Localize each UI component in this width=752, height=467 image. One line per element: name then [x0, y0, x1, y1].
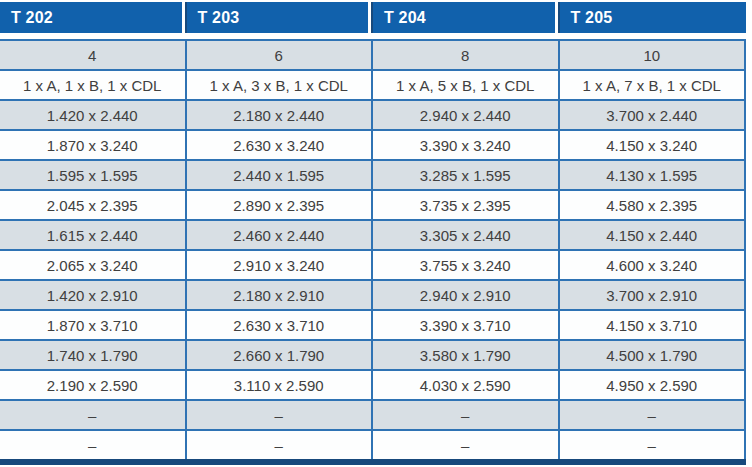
table-cell: 1.740 x 1.790 — [0, 341, 187, 369]
size-table: T 202 T 203 T 204 T 205 468101 x A, 1 x … — [0, 2, 746, 465]
table-row-size: 1.595 x 1.5952.440 x 1.5953.285 x 1.5954… — [0, 159, 746, 189]
table-cell: 4.580 x 2.395 — [560, 191, 747, 219]
header-column: T 202 — [0, 2, 187, 33]
table-cell: 2.890 x 2.395 — [187, 191, 374, 219]
table-cell: 2.630 x 3.240 — [187, 131, 374, 159]
table-cell: 2.460 x 2.440 — [187, 221, 374, 249]
table-row-size: 2.190 x 2.5903.110 x 2.5904.030 x 2.5904… — [0, 369, 746, 399]
table-header-row: T 202 T 203 T 204 T 205 — [0, 2, 746, 33]
table-cell: 10 — [560, 41, 747, 69]
table-cell: 4 — [0, 41, 187, 69]
table-cell: 2.940 x 2.910 — [373, 281, 560, 309]
table-cell: 3.390 x 3.240 — [373, 131, 560, 159]
table-cell: 2.910 x 3.240 — [187, 251, 374, 279]
table-cell: – — [560, 401, 747, 429]
table-cell: – — [560, 431, 747, 459]
table-row-size: 2.045 x 2.3952.890 x 2.3953.735 x 2.3954… — [0, 189, 746, 219]
page: T 202 T 203 T 204 T 205 468101 x A, 1 x … — [0, 0, 752, 467]
table-cell: 1.870 x 3.240 — [0, 131, 187, 159]
table-row-size: 1.615 x 2.4402.460 x 2.4403.305 x 2.4404… — [0, 219, 746, 249]
table-cell: 6 — [187, 41, 374, 69]
table-cell: 3.700 x 2.440 — [560, 101, 747, 129]
table-cell: 3.580 x 1.790 — [373, 341, 560, 369]
column-header-t204: T 204 — [373, 2, 555, 33]
table-row-size: 1.870 x 3.2402.630 x 3.2403.390 x 3.2404… — [0, 129, 746, 159]
table-cell: 3.110 x 2.590 — [187, 371, 374, 399]
table-cell: 1 x A, 1 x B, 1 x CDL — [0, 71, 187, 99]
table-cell: 1.870 x 3.710 — [0, 311, 187, 339]
table-cell: 1 x A, 3 x B, 1 x CDL — [187, 71, 374, 99]
table-cell: 4.130 x 1.595 — [560, 161, 747, 189]
table-body: 468101 x A, 1 x B, 1 x CDL1 x A, 3 x B, … — [0, 39, 746, 459]
table-row-empty: –––– — [0, 429, 746, 459]
table-row-size: 1.740 x 1.7902.660 x 1.7903.580 x 1.7904… — [0, 339, 746, 369]
table-cell: – — [187, 431, 374, 459]
table-cell: 2.045 x 2.395 — [0, 191, 187, 219]
table-cell: 3.390 x 3.710 — [373, 311, 560, 339]
table-cell: 2.065 x 3.240 — [0, 251, 187, 279]
table-cell: 1.595 x 1.595 — [0, 161, 187, 189]
table-row-panel-count: 46810 — [0, 39, 746, 69]
column-header-t202: T 202 — [0, 2, 182, 33]
table-cell: 4.150 x 2.440 — [560, 221, 747, 249]
table-cell: 2.180 x 2.440 — [187, 101, 374, 129]
column-header-t205: T 205 — [560, 2, 747, 33]
table-cell: 4.030 x 2.590 — [373, 371, 560, 399]
table-row-empty: –––– — [0, 399, 746, 429]
table-cell: 1.615 x 2.440 — [0, 221, 187, 249]
table-row-size: 1.870 x 3.7102.630 x 3.7103.390 x 3.7104… — [0, 309, 746, 339]
header-column: T 205 — [560, 2, 747, 33]
table-cell: 2.630 x 3.710 — [187, 311, 374, 339]
table-row-size: 2.065 x 3.2402.910 x 3.2403.755 x 3.2404… — [0, 249, 746, 279]
table-cell: 2.190 x 2.590 — [0, 371, 187, 399]
table-cell: 2.940 x 2.440 — [373, 101, 560, 129]
table-cell: 4.500 x 1.790 — [560, 341, 747, 369]
header-column: T 204 — [373, 2, 560, 33]
table-row-size: 1.420 x 2.9102.180 x 2.9102.940 x 2.9103… — [0, 279, 746, 309]
table-cell: 1 x A, 7 x B, 1 x CDL — [560, 71, 747, 99]
table-row-size: 1.420 x 2.4402.180 x 2.4402.940 x 2.4403… — [0, 99, 746, 129]
table-cell: 4.150 x 3.240 — [560, 131, 747, 159]
table-cell: 3.305 x 2.440 — [373, 221, 560, 249]
table-cell: 1 x A, 5 x B, 1 x CDL — [373, 71, 560, 99]
table-cell: 4.950 x 2.590 — [560, 371, 747, 399]
table-cell: – — [373, 401, 560, 429]
table-cell: 4.150 x 3.710 — [560, 311, 747, 339]
table-cell: 1.420 x 2.910 — [0, 281, 187, 309]
table-cell: – — [0, 401, 187, 429]
table-cell: 2.180 x 2.910 — [187, 281, 374, 309]
table-cell: – — [0, 431, 187, 459]
table-row-configuration: 1 x A, 1 x B, 1 x CDL1 x A, 3 x B, 1 x C… — [0, 69, 746, 99]
table-cell: 2.440 x 1.595 — [187, 161, 374, 189]
table-cell: – — [187, 401, 374, 429]
header-column: T 203 — [187, 2, 374, 33]
table-cell: 3.700 x 2.910 — [560, 281, 747, 309]
table-cell: 8 — [373, 41, 560, 69]
table-cell: 1.420 x 2.440 — [0, 101, 187, 129]
table-cell: 3.755 x 3.240 — [373, 251, 560, 279]
table-cell: 2.660 x 1.790 — [187, 341, 374, 369]
table-cell: 3.285 x 1.595 — [373, 161, 560, 189]
column-header-t203: T 203 — [187, 2, 369, 33]
table-cell: 3.735 x 2.395 — [373, 191, 560, 219]
table-cell: – — [373, 431, 560, 459]
table-cell: 4.600 x 3.240 — [560, 251, 747, 279]
